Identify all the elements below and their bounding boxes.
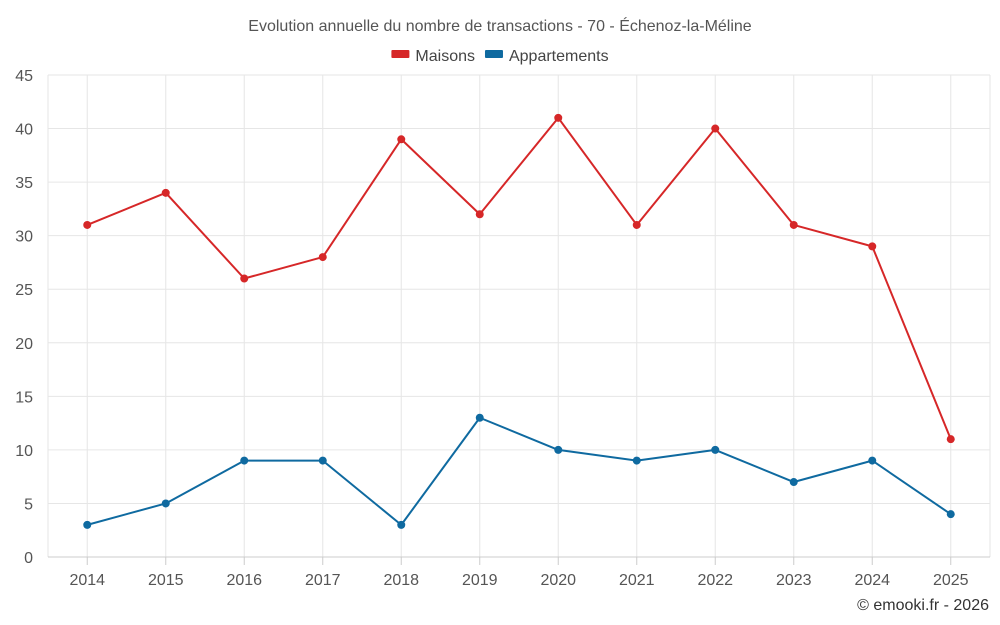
- y-tick-label: 25: [15, 282, 33, 299]
- y-tick-label: 5: [24, 496, 33, 513]
- data-point-appartements-2021[interactable]: [632, 456, 641, 465]
- series-appartements: [83, 413, 955, 529]
- data-point-appartements-2014[interactable]: [83, 520, 92, 529]
- x-tick-label: 2022: [697, 572, 733, 589]
- data-point-maisons-2020[interactable]: [554, 113, 563, 122]
- grid: [47, 74, 991, 558]
- series-layer: [83, 113, 955, 529]
- y-axis: 0 5 10 15 20 25 30 35 40 45: [15, 68, 33, 567]
- data-point-maisons-2017[interactable]: [318, 253, 327, 262]
- data-point-maisons-2024[interactable]: [868, 242, 877, 251]
- data-point-appartements-2020[interactable]: [554, 445, 563, 454]
- x-axis: 2014 2015 2016 2017 2018 2019 2020 2021 2022 2023…: [69, 557, 969, 589]
- y-tick-label: 0: [24, 550, 33, 567]
- y-tick-label: 35: [15, 175, 33, 192]
- y-tick-label: 40: [15, 122, 33, 139]
- data-point-appartements-2019[interactable]: [475, 413, 484, 422]
- data-point-maisons-2023[interactable]: [789, 220, 798, 229]
- x-tick-label: 2024: [854, 572, 890, 589]
- x-tick-label: 2025: [933, 572, 969, 589]
- data-point-appartements-2024[interactable]: [868, 456, 877, 465]
- data-point-appartements-2023[interactable]: [789, 478, 798, 487]
- legend-label-appartements[interactable]: Appartements: [509, 48, 609, 65]
- x-tick-label: 2015: [148, 572, 184, 589]
- data-point-appartements-2015[interactable]: [161, 499, 170, 508]
- data-point-maisons-2025[interactable]: [946, 435, 955, 444]
- data-point-appartements-2017[interactable]: [318, 456, 327, 465]
- data-point-appartements-2025[interactable]: [946, 510, 955, 519]
- y-tick-label: 15: [15, 389, 33, 406]
- y-tick-label: 30: [15, 229, 33, 246]
- data-point-maisons-2015[interactable]: [161, 188, 170, 197]
- data-point-appartements-2016[interactable]: [240, 456, 249, 465]
- data-point-maisons-2021[interactable]: [632, 220, 641, 229]
- x-tick-label: 2018: [383, 572, 419, 589]
- y-tick-label: 20: [15, 336, 33, 353]
- legend-swatch-maisons[interactable]: [391, 50, 410, 58]
- x-tick-label: 2019: [462, 572, 498, 589]
- chart-title: Evolution annuelle du nombre de transact…: [248, 16, 752, 35]
- data-point-maisons-2019[interactable]: [475, 210, 484, 219]
- credit-text: © emooki.fr - 2026: [857, 597, 989, 614]
- x-tick-label: 2021: [619, 572, 655, 589]
- x-tick-label: 2016: [226, 572, 262, 589]
- legend-swatch-appartements[interactable]: [484, 50, 503, 58]
- y-tick-label: 45: [15, 68, 33, 85]
- x-tick-label: 2023: [776, 572, 812, 589]
- data-point-appartements-2022[interactable]: [711, 445, 720, 454]
- x-tick-label: 2020: [540, 572, 576, 589]
- data-point-maisons-2018[interactable]: [397, 135, 406, 144]
- data-point-maisons-2022[interactable]: [711, 124, 720, 133]
- series-line-appartements: [86, 416, 952, 526]
- data-point-maisons-2016[interactable]: [240, 274, 249, 283]
- x-tick-label: 2017: [305, 572, 341, 589]
- data-point-appartements-2018[interactable]: [397, 520, 406, 529]
- data-point-maisons-2014[interactable]: [83, 220, 92, 229]
- x-tick-label: 2014: [69, 572, 105, 589]
- legend: Maisons Appartements: [391, 48, 609, 65]
- series-maisons: [83, 113, 955, 444]
- series-line-maisons: [86, 116, 952, 440]
- legend-label-maisons[interactable]: Maisons: [415, 48, 475, 65]
- y-tick-label: 10: [15, 443, 33, 460]
